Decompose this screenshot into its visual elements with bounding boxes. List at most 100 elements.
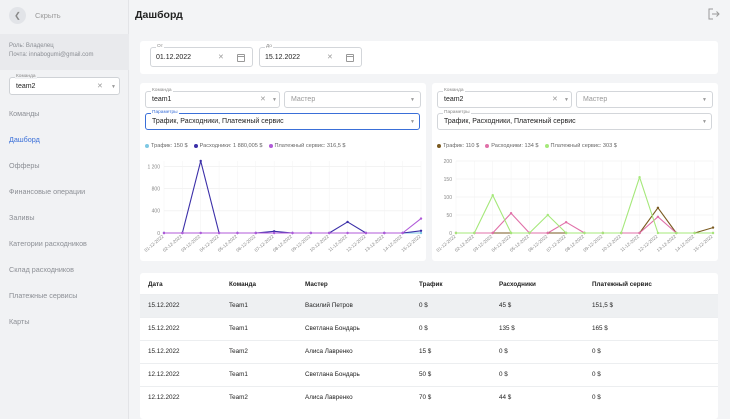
team-select-value: team2 bbox=[16, 83, 36, 90]
table-row[interactable]: 12.12.2022 Team1 Светлана Бондарь 50 $ 0… bbox=[140, 363, 718, 386]
data-point bbox=[383, 231, 386, 235]
calendar-icon[interactable] bbox=[346, 54, 354, 62]
data-point bbox=[620, 231, 623, 235]
user-info: Роль: Владелец Почта: innabogumi@gmail.c… bbox=[0, 34, 129, 70]
legend-item: Платежный сервис: 303 $ bbox=[544, 143, 617, 149]
user-role: Роль: Владелец bbox=[9, 43, 54, 49]
params-select[interactable]: Параметры Трафик, Расходники, Платежный … bbox=[437, 110, 712, 130]
legend-item: Трафик: 110 $ bbox=[437, 143, 479, 149]
sidebar-item-finance[interactable]: Финансовые операции bbox=[9, 187, 86, 196]
legend-item: Платежный сервис: 316,5 $ bbox=[268, 143, 346, 149]
table-row[interactable]: 15.12.2022 Team1 Светлана Бондарь 0 $ 13… bbox=[140, 317, 718, 340]
table-row[interactable]: 15.12.2022 Team1 Василий Петров 0 $ 45 $… bbox=[140, 294, 718, 317]
sidebar-item-payment-services[interactable]: Платежные сервисы bbox=[9, 291, 78, 300]
column-header-expenses: Расходники bbox=[499, 281, 536, 288]
data-point bbox=[711, 231, 715, 235]
clear-icon[interactable]: ✕ bbox=[327, 54, 333, 61]
chevron-down-icon[interactable]: ▼ bbox=[272, 97, 277, 103]
data-point bbox=[309, 231, 313, 235]
data-point bbox=[181, 231, 184, 235]
table-row[interactable]: 12.12.2022 Team2 Алиса Лавренко 70 $ 44 … bbox=[140, 386, 718, 409]
data-point bbox=[656, 231, 660, 235]
y-tick-label: 150 bbox=[444, 177, 453, 183]
team-select[interactable]: Команда team2 ✕ ▼ bbox=[9, 74, 120, 95]
cell-master: Светлана Бондарь bbox=[305, 371, 360, 378]
chevron-down-icon[interactable]: ▼ bbox=[702, 119, 707, 125]
date-from-value: 01.12.2022 bbox=[156, 54, 192, 61]
data-point bbox=[291, 231, 294, 235]
hide-sidebar-toggle[interactable]: ❮ Скрыть bbox=[9, 7, 61, 24]
data-point bbox=[401, 231, 404, 235]
sidebar-item-deposits[interactable]: Заливы bbox=[9, 213, 35, 222]
table-row[interactable]: 15.12.2022 Team2 Алиса Лавренко 15 $ 0 $… bbox=[140, 340, 718, 363]
sidebar-item-dashboard[interactable]: Дашборд bbox=[9, 135, 40, 144]
legend-item: Расходники: 134 $ bbox=[485, 143, 539, 149]
team-select[interactable]: Команда team1 ✕ ▼ bbox=[145, 88, 280, 108]
date-filter: От 01.12.2022 ✕ До 15.12.2022 ✕ bbox=[140, 41, 718, 74]
date-to-field[interactable]: До 15.12.2022 ✕ bbox=[259, 44, 362, 67]
chevron-down-icon[interactable]: ▼ bbox=[410, 119, 415, 125]
team-select[interactable]: Команда team2 ✕ ▼ bbox=[437, 88, 572, 108]
clear-icon[interactable]: ✕ bbox=[260, 96, 266, 103]
column-header-traffic: Трафик bbox=[419, 281, 443, 288]
cell-traffic: 0 $ bbox=[419, 325, 428, 332]
team-select-label: Команда bbox=[151, 88, 173, 93]
data-point bbox=[564, 221, 568, 224]
team-select-value: team2 bbox=[444, 96, 464, 103]
column-header-date: Дата bbox=[148, 281, 163, 288]
cell-expenses: 0 $ bbox=[499, 348, 508, 355]
data-point bbox=[564, 231, 568, 235]
y-tick-label: 0 bbox=[449, 231, 452, 237]
data-point bbox=[546, 231, 549, 235]
cell-traffic: 50 $ bbox=[419, 371, 432, 378]
cell-date: 15.12.2022 bbox=[148, 325, 180, 332]
data-point bbox=[546, 213, 549, 217]
data-point bbox=[583, 231, 586, 235]
sidebar-item-offers[interactable]: Офферы bbox=[9, 161, 40, 170]
cell-payment: 0 $ bbox=[592, 348, 601, 355]
sidebar-item-cards[interactable]: Карты bbox=[9, 317, 30, 326]
date-from-field[interactable]: От 01.12.2022 ✕ bbox=[150, 44, 253, 67]
data-point bbox=[199, 231, 202, 235]
team-select-label: Команда bbox=[15, 74, 37, 79]
chart-legend: Трафик: 150 $ Расходники: 1 880,005 $ Пл… bbox=[145, 143, 346, 149]
chevron-down-icon[interactable]: ▼ bbox=[702, 97, 707, 103]
cell-team: Team1 bbox=[229, 371, 248, 378]
main-content: Дашборд От 01.12.2022 ✕ До 15.12.2022 ✕ … bbox=[130, 0, 730, 419]
calendar-icon[interactable] bbox=[237, 54, 245, 62]
chart-legend: Трафик: 110 $ Расходники: 134 $ Платежны… bbox=[437, 143, 617, 149]
legend-item: Трафик: 150 $ bbox=[145, 143, 188, 149]
data-table: Дата Команда Мастер Трафик Расходники Пл… bbox=[140, 273, 718, 419]
logout-icon[interactable] bbox=[707, 7, 721, 21]
master-select[interactable]: Мастер ▼ bbox=[284, 91, 421, 108]
y-tick-label: 50 bbox=[446, 213, 452, 219]
x-tick-label: 15-12-2022 bbox=[692, 234, 714, 253]
data-point bbox=[509, 231, 513, 235]
team-select-label: Команда bbox=[443, 88, 465, 93]
master-select[interactable]: Мастер ▼ bbox=[576, 91, 713, 108]
params-select[interactable]: Параметры Трафик, Расходники, Платежный … bbox=[145, 110, 420, 130]
sidebar: ❮ Скрыть Роль: Владелец Почта: innabogum… bbox=[0, 0, 129, 419]
clear-icon[interactable]: ✕ bbox=[218, 54, 224, 61]
sidebar-item-teams[interactable]: Команды bbox=[9, 109, 40, 118]
cell-expenses: 0 $ bbox=[499, 371, 508, 378]
clear-icon[interactable]: ✕ bbox=[552, 96, 558, 103]
chart-panel-team1: Команда team1 ✕ ▼ Мастер ▼ Параметры Тра… bbox=[140, 83, 426, 261]
chevron-down-icon[interactable]: ▼ bbox=[111, 84, 116, 90]
chevron-down-icon[interactable]: ▼ bbox=[564, 97, 569, 103]
data-point bbox=[509, 212, 513, 215]
data-point bbox=[272, 231, 276, 235]
params-select-value: Трафик, Расходники, Платежный сервис bbox=[152, 118, 284, 125]
chevron-down-icon[interactable]: ▼ bbox=[410, 97, 415, 103]
sidebar-item-expense-stock[interactable]: Склад расходников bbox=[9, 265, 74, 274]
legend-item: Расходники: 1 880,005 $ bbox=[193, 143, 263, 149]
data-point bbox=[162, 231, 166, 235]
chevron-left-icon[interactable]: ❮ bbox=[9, 7, 26, 24]
data-point bbox=[491, 231, 494, 235]
clear-icon[interactable]: ✕ bbox=[97, 83, 103, 90]
data-point bbox=[675, 231, 678, 235]
cell-master: Алиса Лавренко bbox=[305, 348, 353, 355]
sidebar-item-expense-categories[interactable]: Категории расходников bbox=[9, 239, 87, 248]
cell-payment: 165 $ bbox=[592, 325, 608, 332]
y-tick-label: 100 bbox=[444, 195, 453, 201]
